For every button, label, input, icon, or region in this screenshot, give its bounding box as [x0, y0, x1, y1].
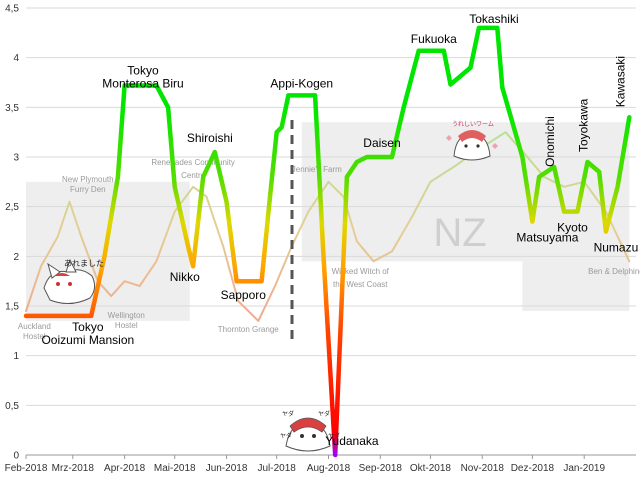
y-tick-label: 3,5 — [5, 103, 19, 114]
background-label: Hostel — [23, 332, 46, 341]
place-label: Shiroishi — [187, 131, 233, 145]
x-tick-label: Jun-2018 — [206, 463, 248, 474]
place-label: Appi-Kogen — [270, 76, 333, 90]
x-tick-label: Mrz-2018 — [52, 463, 95, 474]
place-label: Sapporo — [221, 288, 267, 302]
sticker-text-5: ヤダ — [328, 432, 340, 440]
watermark-nz: NZ — [433, 211, 486, 255]
cat-sticker-1: あれました — [43, 258, 104, 304]
place-label: Daisen — [363, 136, 400, 150]
main-series — [23, 25, 632, 458]
place-label: Yudanaka — [325, 434, 379, 448]
x-tick-label: Dez-2018 — [511, 463, 555, 474]
place-label: Kyoto — [557, 221, 588, 235]
background-band-2 — [522, 261, 630, 311]
place-label: Nikko — [170, 270, 200, 284]
place-label: Tokyo — [72, 320, 104, 334]
main-series-line — [23, 25, 632, 458]
y-tick-label: 3 — [13, 153, 19, 164]
x-tick-label: Jan-2019 — [563, 463, 605, 474]
place-label: Tokyo — [127, 64, 159, 78]
background-label: Auckland — [18, 322, 51, 331]
y-tick-label: 4 — [13, 53, 19, 64]
background-label: Thornton Grange — [218, 325, 279, 334]
y-tick-label: 1 — [13, 351, 19, 362]
background-label: Centre — [181, 171, 206, 180]
x-tick-label: Mai-2018 — [154, 463, 196, 474]
place-label: Ooizumi Mansion — [41, 333, 134, 347]
place-label: Kawasaki — [613, 56, 627, 107]
y-tick-label: 0,5 — [5, 401, 19, 412]
background-label: Wicked Witch of — [332, 267, 390, 276]
background-label: Hostel — [115, 321, 138, 330]
sticker-text-3: ヤダ — [318, 410, 330, 418]
place-label: Tokashiki — [469, 12, 518, 26]
y-tick-label: 2 — [13, 252, 19, 263]
background-label: Furry Den — [70, 185, 106, 194]
place-label: Numazu — [594, 240, 639, 254]
sticker-text-6: うれしいワーム — [452, 121, 494, 128]
y-tick-label: 0 — [13, 451, 19, 462]
place-label: Toyokawa — [577, 98, 591, 152]
x-tick-label: Feb-2018 — [5, 463, 48, 474]
x-tick-label: Apr-2018 — [104, 463, 146, 474]
sticker-text-4: ヤダ — [280, 432, 292, 440]
background-label: New Plymouth — [62, 175, 114, 184]
background-label: Wellington — [108, 311, 145, 320]
background-label: Ben & Delphine — [588, 267, 640, 276]
place-label: Onomichi — [543, 116, 557, 167]
sticker-text-2: ヤダ — [282, 410, 294, 418]
gridlines — [26, 7, 636, 456]
background-label: Renegades Community — [151, 158, 235, 167]
place-label: Matsuyama — [516, 230, 578, 244]
sticker-text-1: あれました — [64, 259, 104, 268]
y-tick-label: 2,5 — [5, 202, 19, 213]
cat-sticker-3: うれしいワーム — [446, 121, 498, 161]
x-tick-label: Nov-2018 — [461, 463, 505, 474]
axes: 0 0,5 1 1,5 2 2,5 3 3,5 4 4,5 Feb-2018 Mrz-2018 Apr-… — [5, 4, 606, 475]
background-label: the West Coast — [333, 280, 388, 289]
stickers: あれました ヤダ ヤダ ヤダ ヤダ うれしいワーム — [43, 121, 498, 452]
place-label: Fukuoka — [411, 32, 457, 46]
place-label: Monterosa Biru — [102, 77, 183, 91]
x-tick-label: Jul-2018 — [258, 463, 297, 474]
x-tick-label: Aug-2018 — [307, 463, 351, 474]
x-tick-label: Okt-2018 — [410, 463, 452, 474]
y-tick-label: 4,5 — [5, 4, 19, 15]
cat-sticker-2: ヤダ ヤダ ヤダ ヤダ — [280, 410, 340, 452]
x-tick-label: Sep-2018 — [359, 463, 403, 474]
y-tick-label: 1,5 — [5, 302, 19, 313]
